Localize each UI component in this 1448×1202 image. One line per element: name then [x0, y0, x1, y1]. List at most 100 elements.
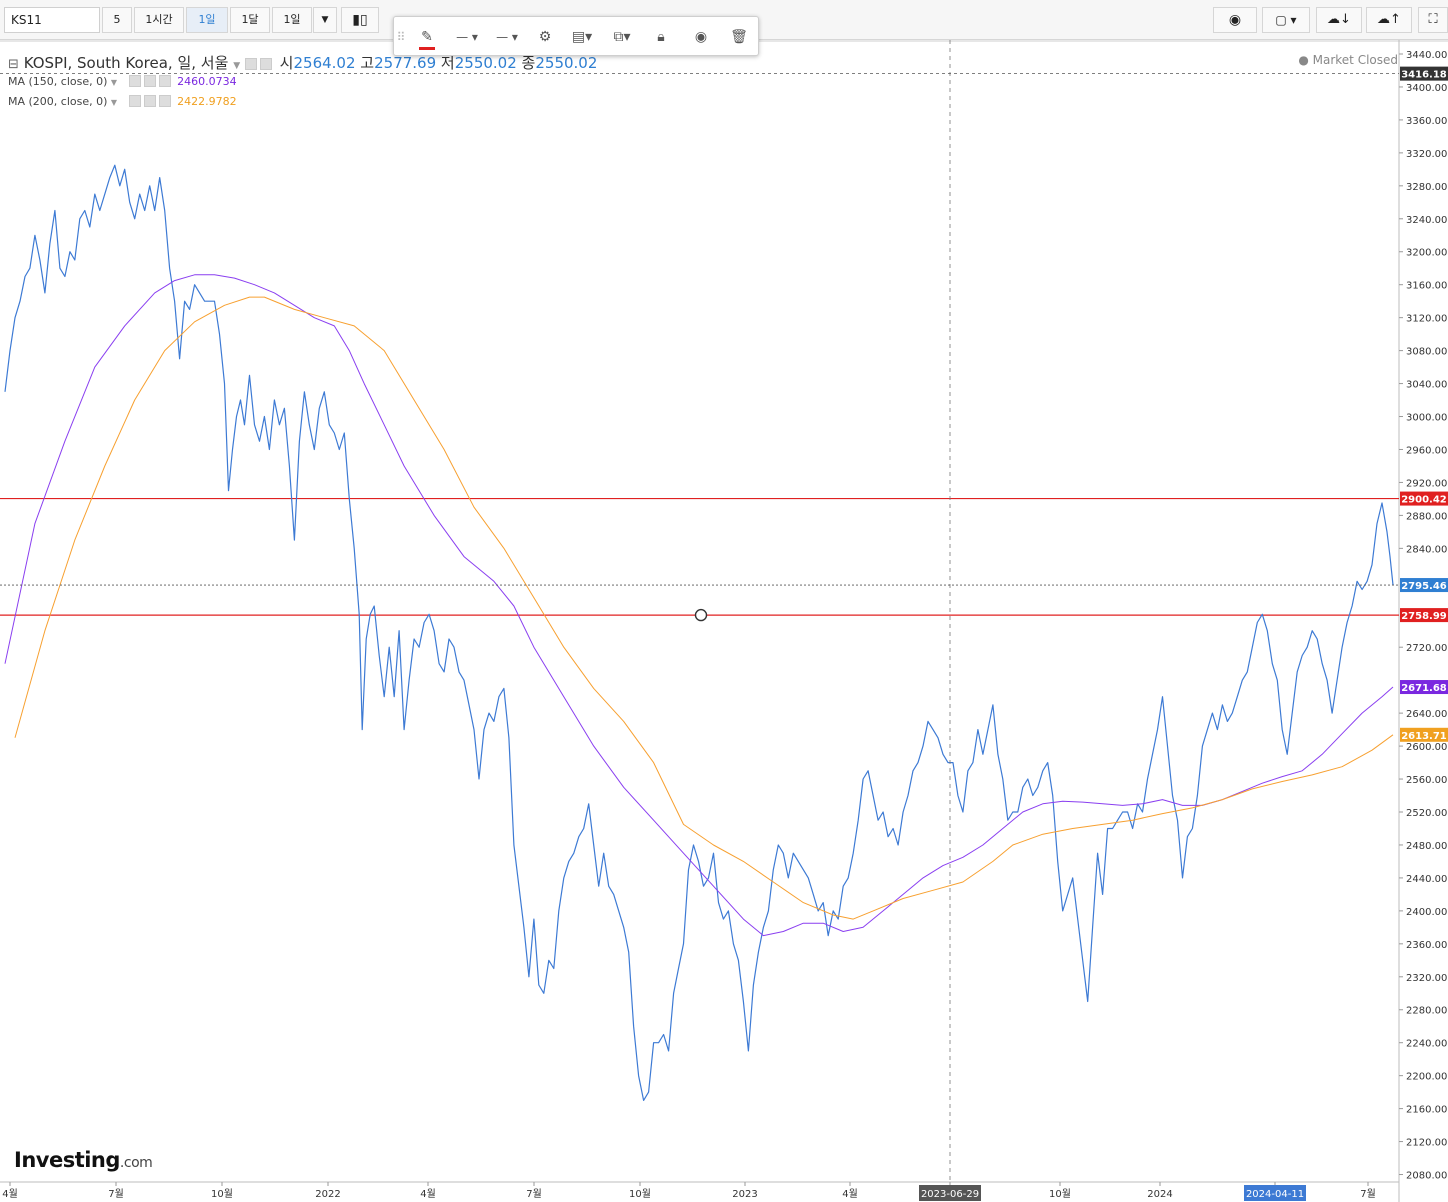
- line-width-icon[interactable]: — ▾: [496, 30, 518, 44]
- ma200-legend: MA (200, close, 0) ▼ 2422.9782: [8, 95, 237, 108]
- camera-icon[interactable]: ◉: [1213, 7, 1257, 33]
- market-status: ● Market Closed: [1298, 53, 1398, 67]
- interval-1d-button[interactable]: 1일: [186, 7, 228, 33]
- ma150-eye-icon[interactable]: [128, 75, 141, 87]
- price-tick-label: 3240.00: [1406, 215, 1447, 226]
- ma150-label: MA (150, close, 0): [8, 75, 108, 88]
- lock-icon[interactable]: 🔒︎: [657, 29, 665, 45]
- ma200-label: MA (200, close, 0): [8, 95, 108, 108]
- cloud-download-icon[interactable]: ☁↓: [1316, 7, 1362, 33]
- interval-1h-button[interactable]: 1시간: [134, 7, 184, 33]
- color-picker-icon[interactable]: ▢ ▾: [1262, 7, 1310, 33]
- ma200-value: 2422.9782: [177, 95, 237, 108]
- price-label-text: 2613.71: [1401, 731, 1447, 742]
- fullscreen-icon[interactable]: ⛶: [1418, 7, 1448, 33]
- low-label: 저: [440, 54, 455, 72]
- time-tick-label: 7월: [526, 1188, 542, 1200]
- price-tick-label: 3080.00: [1406, 347, 1447, 358]
- close-value: 2550.02: [535, 54, 598, 72]
- price-tick-label: 2080.00: [1406, 1171, 1447, 1182]
- ma200-settings-icon[interactable]: [143, 95, 156, 107]
- price-labels: 3416.18 2795.46 2671.68 2613.71: [1400, 66, 1448, 742]
- trash-icon[interactable]: 🗑︎: [730, 29, 748, 45]
- ma150-dropdown-icon[interactable]: ▼: [110, 78, 118, 87]
- time-tick-label: 10월: [211, 1188, 233, 1200]
- line-drag-handle[interactable]: [694, 608, 708, 622]
- drag-grip-icon[interactable]: ⠿: [396, 30, 406, 44]
- time-badge: [1244, 1185, 1306, 1201]
- symbol-input[interactable]: KS11: [4, 7, 100, 33]
- time-tick-label: 10월: [1049, 1188, 1071, 1200]
- time-badge-label: 2024-04-11: [1246, 1189, 1304, 1200]
- price-label-badge: [1400, 680, 1448, 695]
- open-value: 2564.02: [293, 54, 356, 72]
- time-tick-label: 7월: [1360, 1188, 1376, 1200]
- price-chart[interactable]: 3440.00 3400.00 3360.00 3320.00 3280.00 3240.…: [0, 40, 1448, 1202]
- price-tick-label: 2200.00: [1406, 1072, 1447, 1083]
- price-tick-label: 2480.00: [1406, 841, 1447, 852]
- line-style-icon[interactable]: — ▾: [456, 30, 478, 44]
- drawing-toolbar: ⠿ ✎ — ▾ — ▾ ⚙ ▤▾ ⧉▾ 🔒︎ ◉ 🗑︎: [393, 16, 759, 56]
- ma150-settings-icon[interactable]: [143, 75, 156, 87]
- price-tick-label: 3120.00: [1406, 314, 1447, 325]
- interval-1d-alt-button[interactable]: 1일: [272, 7, 312, 33]
- time-tick-label: 2022: [315, 1189, 340, 1200]
- time-badge-label: 2023-06-29: [921, 1189, 979, 1200]
- time-tick-label: 10월: [629, 1188, 651, 1200]
- interval-5-button[interactable]: 5: [102, 7, 132, 33]
- series-group: [4, 164, 1394, 1101]
- time-badge: [919, 1185, 981, 1201]
- eye-icon[interactable]: ◉: [694, 29, 708, 45]
- price-tick-label: 3320.00: [1406, 149, 1447, 160]
- gear-icon[interactable]: ⚙: [538, 29, 552, 45]
- cloud-upload-icon[interactable]: ☁↑: [1366, 7, 1412, 33]
- ma200-close-icon[interactable]: [158, 95, 171, 107]
- copy-icon[interactable]: ⧉▾: [613, 29, 631, 45]
- horizontal-line-label: 2758.99: [1401, 611, 1447, 622]
- pencil-color-swatch: [419, 47, 435, 50]
- ma150-value: 2460.0734: [177, 75, 237, 88]
- interval-dropdown-icon[interactable]: ▼: [313, 7, 337, 33]
- ma200-line: [14, 296, 1394, 920]
- layers-icon[interactable]: ▤▾: [571, 29, 593, 45]
- price-line: [4, 164, 1394, 1101]
- open-label: 시: [279, 54, 294, 72]
- high-value: 2577.69: [374, 54, 437, 72]
- time-tick-label: 4월: [842, 1188, 858, 1200]
- price-tick-label: 2360.00: [1406, 940, 1447, 951]
- time-tick-label: 2023: [732, 1189, 757, 1200]
- legend-dropdown-icon[interactable]: ▼: [233, 61, 241, 71]
- legend-settings-icon[interactable]: [259, 58, 272, 70]
- horizontal-line-label: 2900.42: [1401, 495, 1447, 506]
- price-tick-label: 2320.00: [1406, 973, 1447, 984]
- price-tick-label: 3160.00: [1406, 281, 1447, 292]
- legend-eye-icon[interactable]: [244, 58, 257, 70]
- price-tick-label: 2880.00: [1406, 511, 1447, 522]
- ma200-eye-icon[interactable]: [128, 95, 141, 107]
- price-tick-label: 2440.00: [1406, 874, 1447, 885]
- price-tick-label: 2520.00: [1406, 808, 1447, 819]
- ma200-dropdown-icon[interactable]: ▼: [110, 98, 118, 107]
- pencil-icon[interactable]: ✎: [410, 21, 444, 53]
- price-label-badge: [1400, 578, 1448, 593]
- ma150-close-icon[interactable]: [158, 75, 171, 87]
- price-tick-label: 3280.00: [1406, 182, 1447, 193]
- close-label: 종: [521, 54, 536, 72]
- price-tick-label: 2600.00: [1406, 742, 1447, 753]
- price-tick-label: 3000.00: [1406, 413, 1447, 424]
- time-tick-label: 4월: [2, 1188, 18, 1200]
- price-tick-label: 2640.00: [1406, 709, 1447, 720]
- time-tick-label: 7월: [108, 1188, 124, 1200]
- low-value: 2550.02: [454, 54, 517, 72]
- price-label-text: 2795.46: [1401, 581, 1447, 592]
- horizontal-line-badge: [1400, 608, 1448, 623]
- price-tick-label: 2840.00: [1406, 544, 1447, 555]
- collapse-icon[interactable]: ⊟: [8, 57, 19, 72]
- price-label-text: 3416.18: [1401, 70, 1447, 81]
- horizontal-lines[interactable]: 2900.42 2758.99: [0, 491, 1448, 623]
- price-tick-label: 3360.00: [1406, 116, 1447, 127]
- candlestick-icon[interactable]: ▮▯: [341, 7, 379, 33]
- chart-legend: ⊟ KOSPI, South Korea, 일, 서울 ▼ 시2564.02 고…: [8, 52, 597, 73]
- interval-1m-button[interactable]: 1달: [230, 7, 270, 33]
- ma150-legend: MA (150, close, 0) ▼ 2460.0734: [8, 75, 237, 88]
